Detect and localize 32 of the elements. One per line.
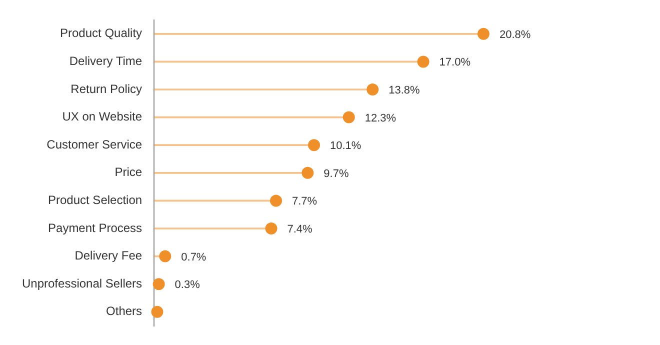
data-label: 13.8% [388, 84, 420, 97]
data-label: 0.7% [181, 251, 206, 264]
data-label: 7.4% [287, 224, 313, 236]
point [265, 222, 278, 234]
data-label: 10.1% [330, 140, 362, 152]
y-tick-label: Price [114, 165, 142, 180]
y-tick-label: UX on Website [62, 110, 142, 124]
y-tick-label: Unprofessional Sellers [22, 276, 142, 290]
data-label: 17.0% [439, 56, 471, 69]
point [308, 139, 320, 152]
y-tick-label: Return Policy [70, 82, 142, 96]
point [302, 166, 314, 179]
data-label: 7.7% [292, 196, 318, 208]
y-tick-label: Delivery Time [69, 54, 142, 68]
point [270, 194, 282, 207]
y-tick-label: Others [106, 304, 142, 318]
point [152, 278, 165, 290]
y-tick-label: Delivery Fee [74, 248, 142, 263]
y-tick-label: Customer Service [46, 137, 142, 152]
point [342, 111, 355, 124]
point [417, 56, 430, 68]
point [477, 28, 490, 40]
y-tick-label: Payment Process [48, 220, 142, 235]
y-tick-label: Product Quality [60, 26, 142, 40]
point [366, 84, 379, 96]
y-tick-label: Product Selection [48, 193, 142, 208]
data-label: 9.7% [324, 168, 349, 180]
data-label: 0.3% [174, 279, 200, 292]
point [151, 306, 164, 318]
data-label: 12.3% [364, 112, 396, 124]
data-label: 20.8% [499, 28, 531, 41]
point [159, 250, 172, 262]
